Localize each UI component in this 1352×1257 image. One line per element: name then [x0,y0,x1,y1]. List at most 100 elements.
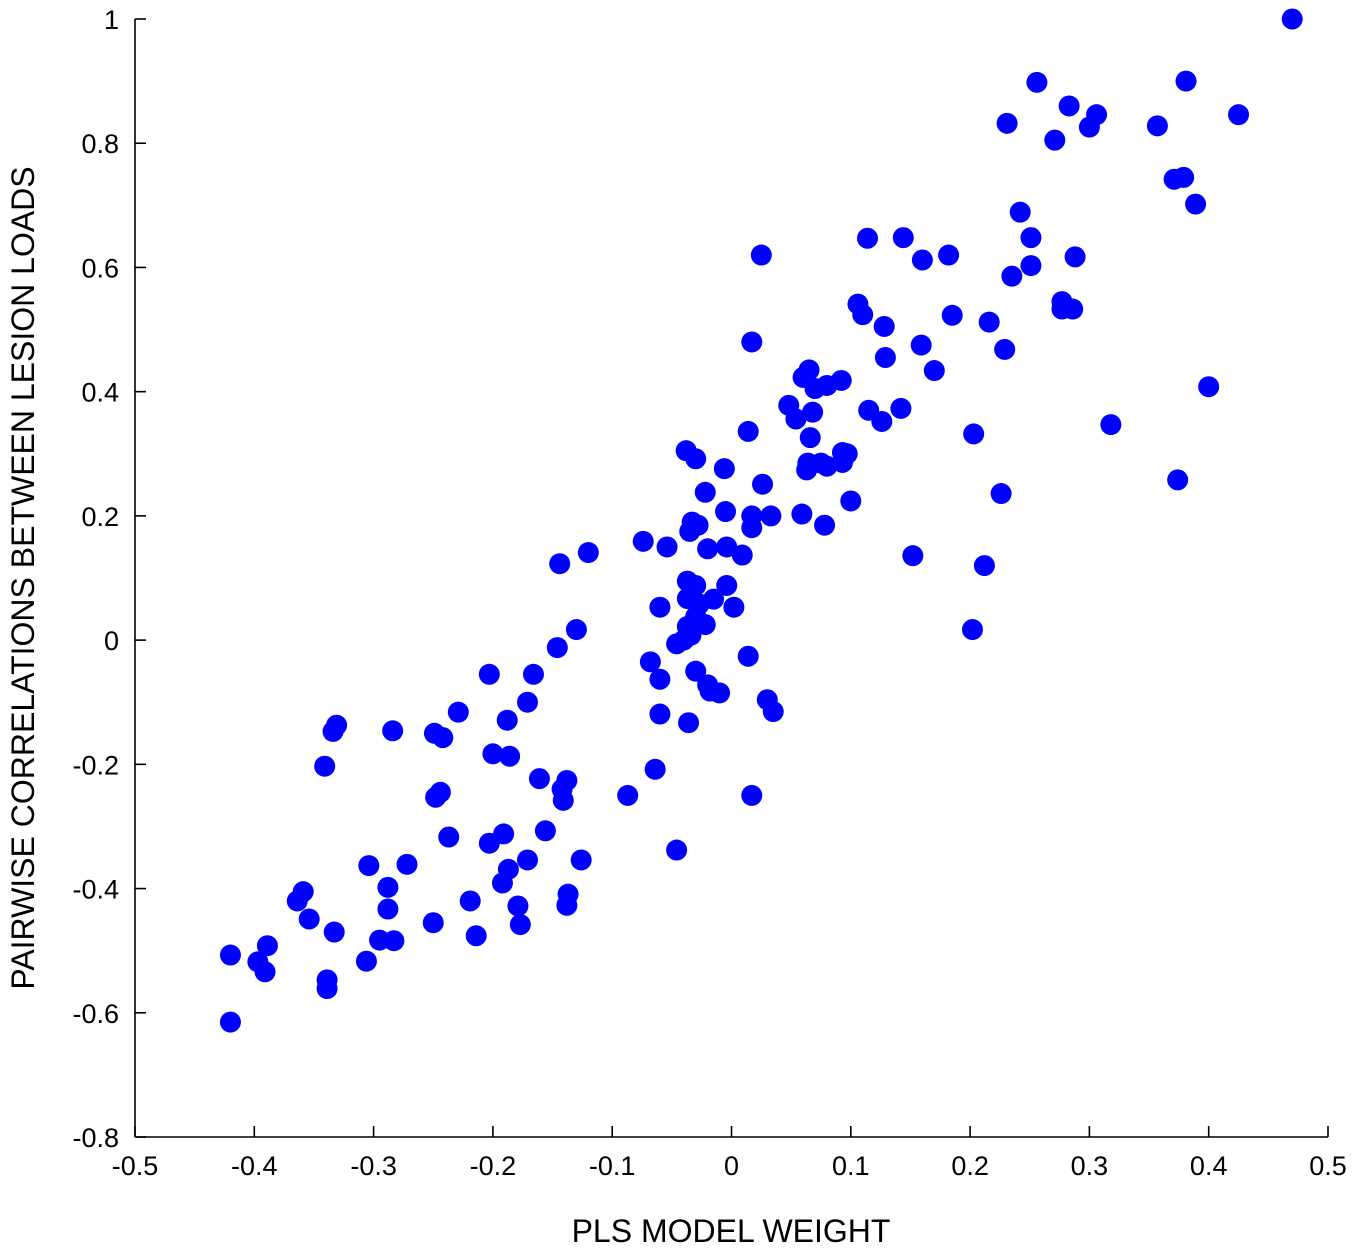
data-point [1185,193,1207,215]
data-point [961,619,983,641]
data-point [852,304,874,326]
data-point [322,720,344,742]
data-point [716,536,738,558]
data-point [963,423,985,445]
data-point [941,304,963,326]
y-tick-label: 0.4 [81,378,119,408]
data-point [565,619,587,641]
x-tick-label: 0.1 [832,1151,870,1181]
data-point [377,876,399,898]
y-tick-label: -0.6 [72,999,119,1029]
data-point [422,912,444,934]
data-point [219,944,241,966]
data-point [679,520,701,542]
data-point [499,745,521,767]
data-point [447,701,469,723]
data-point [1058,95,1080,117]
data-point [432,727,454,749]
data-point [741,784,763,806]
data-point [802,401,824,423]
data-point [890,397,912,419]
data-point [1020,255,1042,277]
data-point [1078,116,1100,138]
data-point [752,473,774,495]
data-point [1281,8,1303,30]
y-tick-label: -0.4 [72,875,119,905]
y-tick-label: -0.2 [72,750,119,780]
data-point [286,890,308,912]
data-point [556,894,578,916]
data-point [459,890,481,912]
data-point [552,789,574,811]
data-point [892,227,914,249]
data-point [644,758,666,780]
data-point [716,574,738,596]
x-tick-label: 0.5 [1309,1151,1347,1181]
data-point [377,898,399,920]
data-point [528,768,550,790]
data-point [649,668,671,690]
data-point [254,961,276,983]
data-point [298,908,320,930]
data-point [871,410,893,432]
data-point [857,227,879,249]
x-tick-label: 0.4 [1190,1151,1228,1181]
data-point [382,720,404,742]
data-point [694,614,716,636]
data-point [685,448,707,470]
data-point [355,950,377,972]
data-point [656,536,678,558]
data-point [785,408,807,430]
data-point [358,855,380,877]
data-point [1001,265,1023,287]
data-point [1100,414,1122,436]
x-tick-label: -0.1 [589,1151,636,1181]
data-point [978,311,1000,333]
data-point [1175,70,1197,92]
x-tick-label: 0 [724,1151,739,1181]
data-point [697,538,719,560]
data-point [666,839,688,861]
y-axis-label: PAIRWISE CORRELATIONS BETWEEN LESION LOA… [5,166,41,989]
y-tick-label: 0.2 [81,502,119,532]
x-tick-label: 0.2 [951,1151,989,1181]
data-point [577,542,599,564]
data-point [874,347,896,369]
data-point [1020,227,1042,249]
x-axis-label: PLS MODEL WEIGHT [572,1213,891,1249]
data-point [911,249,933,271]
data-point [741,517,763,539]
data-point [649,703,671,725]
data-point [478,663,500,685]
data-point [632,530,654,552]
data-point [791,503,813,525]
data-point [1228,104,1250,126]
data-point [1026,71,1048,93]
data-point [649,596,671,618]
data-point [1064,246,1086,268]
data-point [491,872,513,894]
x-tick-label: 0.3 [1071,1151,1109,1181]
data-point [973,555,995,577]
data-point [639,651,661,673]
data-point [830,369,852,391]
data-point [438,826,460,848]
data-point [549,553,571,575]
data-point [1044,129,1066,151]
data-point [938,244,960,266]
data-point [994,338,1016,360]
data-point [731,544,753,566]
y-tick-label: 0 [104,626,119,656]
y-tick-label: -0.8 [72,1123,119,1153]
data-point [425,786,447,808]
data-point [816,455,838,477]
data-point [383,930,405,952]
data-point [465,925,487,947]
data-point [709,682,731,704]
data-point [923,360,945,382]
data-point [570,849,592,871]
data-point [507,895,529,917]
x-tick-label: -0.4 [231,1151,278,1181]
y-tick-label: 0.6 [81,253,119,283]
